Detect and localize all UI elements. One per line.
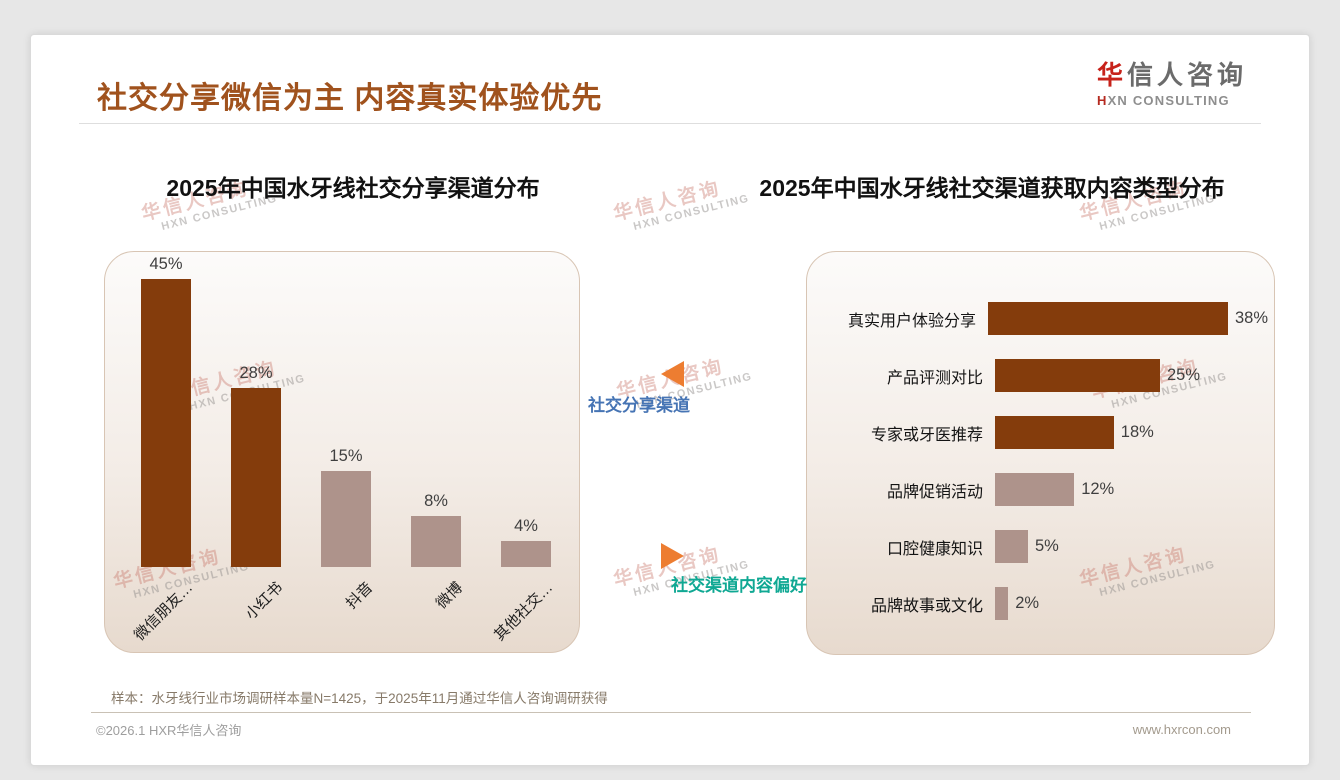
- sample-note: 样本：水牙线行业市场调研样本量N=1425，于2025年11月通过华信人咨询调研…: [111, 691, 608, 706]
- content-preference-label: 社交渠道内容偏好: [671, 576, 807, 595]
- bar-column: 45% 微信朋友…: [121, 252, 211, 644]
- bar-row: 产品评测对比 25%: [821, 347, 1268, 404]
- bar-column: 8% 微博: [391, 252, 481, 612]
- row-label: 产品评测对比: [886, 369, 983, 387]
- logo-zh-accent: 华: [1096, 60, 1127, 90]
- logo-en-accent: H: [1096, 93, 1108, 108]
- right-chart-panel: 真实用户体验分享 38% 产品评测对比 25% 专家或牙医推荐 18% 品牌促销活动 12% 口…: [806, 251, 1275, 655]
- bar-value-label: 4%: [514, 517, 538, 536]
- bar: [321, 471, 371, 567]
- bar-row: 真实用户体验分享 38%: [821, 290, 1268, 347]
- bar-value-label: 12%: [1081, 480, 1115, 498]
- right-chart-title: 2025年中国水牙线社交渠道获取内容类型分布: [759, 175, 1225, 201]
- bar: [141, 279, 191, 567]
- bar-row: 品牌促销活动 12%: [821, 461, 1268, 518]
- bar-column: 28% 小红书: [211, 252, 301, 623]
- bar: [411, 515, 461, 567]
- bar-value-label: 25%: [1167, 366, 1201, 384]
- right-chart-rows: 真实用户体验分享 38% 产品评测对比 25% 专家或牙医推荐 18% 品牌促销活动 12% 口…: [821, 290, 1268, 632]
- category-label: 微博: [432, 579, 467, 613]
- logo-zh-text: 华信人咨询: [1097, 55, 1247, 92]
- bar-value-label: 8%: [424, 491, 448, 510]
- website-text: www.hxrcon.com: [1132, 722, 1231, 737]
- left-chart-bars: 45% 微信朋友… 28% 小红书 15% 抖音 8% 微博 4% 其他社交…: [121, 252, 571, 644]
- bar-value-label: 18%: [1120, 423, 1154, 441]
- category-label: 微信朋友…: [131, 579, 197, 645]
- logo-en-text: HXN CONSULTING: [1097, 93, 1247, 108]
- bar: [995, 530, 1028, 563]
- logo-en-rest: XN CONSULTING: [1107, 93, 1230, 108]
- row-label: 品牌促销活动: [886, 483, 983, 501]
- bar: [231, 387, 281, 567]
- category-label: 抖音: [342, 579, 377, 613]
- bar: [995, 359, 1160, 392]
- bar: [988, 302, 1228, 335]
- row-label: 专家或牙医推荐: [870, 426, 983, 444]
- page-title: 社交分享微信为主 内容真实体验优先: [97, 82, 603, 115]
- category-label: 小红书: [242, 579, 287, 623]
- bar: [995, 587, 1009, 620]
- company-logo: 华信人咨询 HXN CONSULTING: [1097, 55, 1247, 108]
- header-divider: [79, 123, 1261, 124]
- arrow-left-icon: [661, 361, 684, 387]
- bar-row: 口腔健康知识 5%: [821, 518, 1268, 575]
- bar-value-label: 2%: [1015, 594, 1040, 612]
- category-label: 其他社交…: [491, 579, 557, 645]
- bar-value-label: 5%: [1035, 537, 1059, 555]
- row-label: 真实用户体验分享: [847, 312, 976, 330]
- bar-value-label: 15%: [329, 447, 363, 465]
- bar-row: 专家或牙医推荐 18%: [821, 404, 1268, 461]
- slide-card: 社交分享微信为主 内容真实体验优先 华信人咨询 HXN CONSULTING 2…: [30, 34, 1310, 766]
- logo-zh-rest: 信人咨询: [1126, 60, 1247, 90]
- share-channel-label: 社交分享渠道: [588, 396, 690, 415]
- row-label: 品牌故事或文化: [870, 597, 983, 615]
- left-chart-title: 2025年中国水牙线社交分享渠道分布: [166, 175, 540, 201]
- bar: [995, 473, 1075, 506]
- bar-value-label: 28%: [239, 363, 273, 382]
- copyright-text: ©2026.1 HXR华信人咨询: [96, 723, 242, 738]
- bar-value-label: 45%: [149, 255, 183, 273]
- bar: [501, 541, 551, 567]
- bar-column: 4% 其他社交…: [481, 252, 571, 644]
- footer-divider: [91, 712, 1251, 713]
- bar-row: 品牌故事或文化 2%: [821, 575, 1268, 632]
- bar-value-label: 38%: [1234, 309, 1268, 327]
- row-label: 口腔健康知识: [886, 540, 983, 558]
- arrow-right-icon: [661, 543, 684, 569]
- bar: [995, 416, 1114, 449]
- bar-column: 15% 抖音: [301, 252, 391, 612]
- left-chart-panel: 45% 微信朋友… 28% 小红书 15% 抖音 8% 微博 4% 其他社交…: [104, 251, 580, 653]
